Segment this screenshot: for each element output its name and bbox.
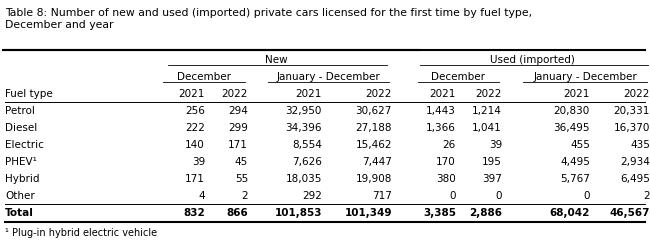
Text: 101,853: 101,853 bbox=[274, 208, 322, 218]
Text: 7,447: 7,447 bbox=[362, 157, 392, 167]
Text: January - December: January - December bbox=[277, 72, 380, 82]
Text: Other: Other bbox=[5, 191, 34, 201]
Text: 455: 455 bbox=[570, 140, 590, 150]
Text: 2022: 2022 bbox=[222, 89, 248, 99]
Text: 294: 294 bbox=[228, 106, 248, 116]
Text: 0: 0 bbox=[495, 191, 502, 201]
Text: 2: 2 bbox=[241, 191, 248, 201]
Text: Used (imported): Used (imported) bbox=[490, 55, 575, 65]
Text: 2: 2 bbox=[644, 191, 650, 201]
Text: Electric: Electric bbox=[5, 140, 44, 150]
Text: 20,830: 20,830 bbox=[554, 106, 590, 116]
Text: 2022: 2022 bbox=[365, 89, 392, 99]
Text: 68,042: 68,042 bbox=[550, 208, 590, 218]
Text: 2021: 2021 bbox=[564, 89, 590, 99]
Text: Fuel type: Fuel type bbox=[5, 89, 53, 99]
Text: 18,035: 18,035 bbox=[285, 174, 322, 184]
Text: 7,626: 7,626 bbox=[292, 157, 322, 167]
Text: 171: 171 bbox=[185, 174, 205, 184]
Text: 30,627: 30,627 bbox=[356, 106, 392, 116]
Text: Diesel: Diesel bbox=[5, 123, 37, 133]
Text: 4,495: 4,495 bbox=[560, 157, 590, 167]
Text: 20,331: 20,331 bbox=[614, 106, 650, 116]
Text: 6,495: 6,495 bbox=[620, 174, 650, 184]
Text: 256: 256 bbox=[185, 106, 205, 116]
Text: 1,443: 1,443 bbox=[426, 106, 456, 116]
Text: 2022: 2022 bbox=[623, 89, 650, 99]
Text: 171: 171 bbox=[228, 140, 248, 150]
Text: January - December: January - December bbox=[533, 72, 637, 82]
Text: 8,554: 8,554 bbox=[292, 140, 322, 150]
Text: 39: 39 bbox=[489, 140, 502, 150]
Text: December: December bbox=[432, 72, 486, 82]
Text: 46,567: 46,567 bbox=[610, 208, 650, 218]
Text: Hybrid: Hybrid bbox=[5, 174, 40, 184]
Text: 2,934: 2,934 bbox=[620, 157, 650, 167]
Text: 0: 0 bbox=[584, 191, 590, 201]
Text: 299: 299 bbox=[228, 123, 248, 133]
Text: 397: 397 bbox=[482, 174, 502, 184]
Text: 5,767: 5,767 bbox=[560, 174, 590, 184]
Text: Total: Total bbox=[5, 208, 34, 218]
Text: 435: 435 bbox=[630, 140, 650, 150]
Text: 0: 0 bbox=[450, 191, 456, 201]
Text: 32,950: 32,950 bbox=[285, 106, 322, 116]
Text: 19,908: 19,908 bbox=[356, 174, 392, 184]
Text: 101,349: 101,349 bbox=[344, 208, 392, 218]
Text: 2021: 2021 bbox=[430, 89, 456, 99]
Text: 34,396: 34,396 bbox=[285, 123, 322, 133]
Text: 866: 866 bbox=[226, 208, 248, 218]
Text: 1,366: 1,366 bbox=[426, 123, 456, 133]
Text: 2021: 2021 bbox=[296, 89, 322, 99]
Text: 27,188: 27,188 bbox=[356, 123, 392, 133]
Text: 832: 832 bbox=[183, 208, 205, 218]
Text: 55: 55 bbox=[235, 174, 248, 184]
Text: Table 8: Number of new and used (imported) private cars licensed for the first t: Table 8: Number of new and used (importe… bbox=[5, 8, 532, 30]
Text: Petrol: Petrol bbox=[5, 106, 35, 116]
Text: 2021: 2021 bbox=[179, 89, 205, 99]
Text: 26: 26 bbox=[443, 140, 456, 150]
Text: 140: 140 bbox=[185, 140, 205, 150]
Text: PHEV¹: PHEV¹ bbox=[5, 157, 37, 167]
Text: 1,041: 1,041 bbox=[473, 123, 502, 133]
Text: 222: 222 bbox=[185, 123, 205, 133]
Text: 717: 717 bbox=[372, 191, 392, 201]
Text: 15,462: 15,462 bbox=[356, 140, 392, 150]
Text: December: December bbox=[177, 72, 231, 82]
Text: 170: 170 bbox=[436, 157, 456, 167]
Text: 195: 195 bbox=[482, 157, 502, 167]
Text: 3,385: 3,385 bbox=[423, 208, 456, 218]
Text: 45: 45 bbox=[235, 157, 248, 167]
Text: 16,370: 16,370 bbox=[614, 123, 650, 133]
Text: ¹ Plug-in hybrid electric vehicle: ¹ Plug-in hybrid electric vehicle bbox=[5, 228, 157, 238]
Text: New: New bbox=[265, 55, 287, 65]
Text: 2,886: 2,886 bbox=[469, 208, 502, 218]
Text: 292: 292 bbox=[302, 191, 322, 201]
Text: 36,495: 36,495 bbox=[554, 123, 590, 133]
Text: 39: 39 bbox=[192, 157, 205, 167]
Text: 4: 4 bbox=[198, 191, 205, 201]
Text: 1,214: 1,214 bbox=[472, 106, 502, 116]
Text: 380: 380 bbox=[436, 174, 456, 184]
Text: 2022: 2022 bbox=[476, 89, 502, 99]
